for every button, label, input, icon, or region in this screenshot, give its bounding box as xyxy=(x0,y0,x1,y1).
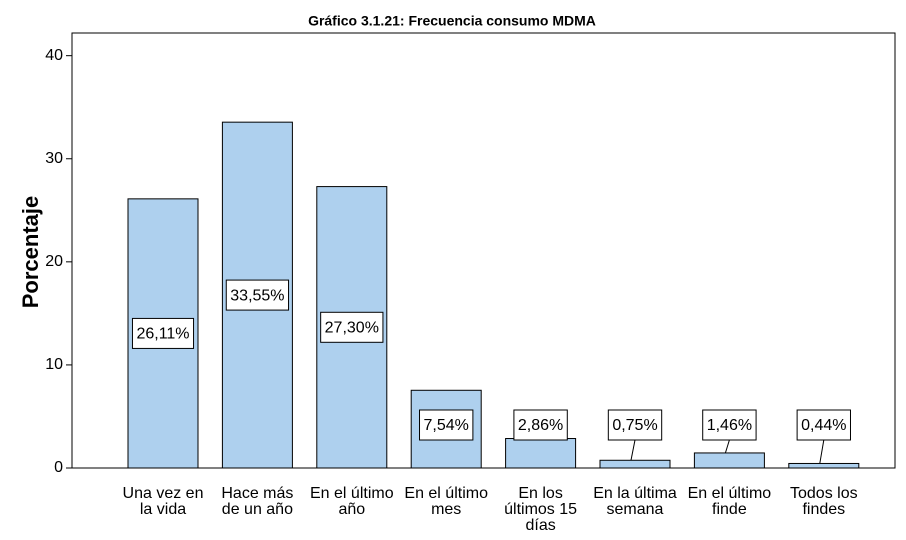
value-label-box xyxy=(419,409,474,441)
leader-line xyxy=(724,439,730,454)
value-label-box xyxy=(131,317,195,349)
value-label: 33,55% xyxy=(230,287,284,304)
bar xyxy=(788,462,860,469)
bar xyxy=(599,459,671,469)
value-label-box xyxy=(513,409,568,441)
x-tick-label: En el último año xyxy=(310,485,394,518)
y-tick-label: 20 xyxy=(45,253,63,270)
plot-frame xyxy=(71,32,896,469)
value-label-box xyxy=(796,409,851,441)
x-tick-label: Hace más de un año xyxy=(221,485,294,518)
bar xyxy=(505,438,577,469)
x-tick-label: Todos los findes xyxy=(790,485,858,518)
value-label-box xyxy=(225,279,290,311)
leader-line xyxy=(630,439,636,461)
leader-line xyxy=(819,439,825,464)
value-label: 2,86% xyxy=(518,417,563,434)
value-label: 7,54% xyxy=(424,417,469,434)
value-label: 27,30% xyxy=(325,320,379,337)
y-tick-label: 30 xyxy=(45,150,63,167)
chart-title: Gráfico 3.1.21: Frecuencia consumo MDMA xyxy=(308,13,596,29)
value-label-box xyxy=(702,409,757,441)
x-tick-label: En los últimos 15 días xyxy=(504,485,578,534)
x-tick-label: En la última semana xyxy=(593,485,677,518)
value-label: 1,46% xyxy=(707,417,752,434)
x-tick-label: En el último mes xyxy=(404,485,488,518)
y-tick-label: 10 xyxy=(45,356,63,373)
value-label-box xyxy=(320,311,384,343)
x-tick-label: En el último finde xyxy=(687,485,772,518)
value-label: 0,44% xyxy=(801,417,846,434)
value-label: 26,11% xyxy=(136,326,189,343)
y-axis-label: Porcentaje xyxy=(18,196,43,309)
bar xyxy=(693,452,765,469)
y-tick-label: 40 xyxy=(45,47,63,64)
x-tick-label: Una vez en la vida xyxy=(122,485,204,518)
y-tick-label: 0 xyxy=(54,459,63,476)
value-label-box xyxy=(607,409,663,441)
value-label: 0,75% xyxy=(612,417,657,434)
